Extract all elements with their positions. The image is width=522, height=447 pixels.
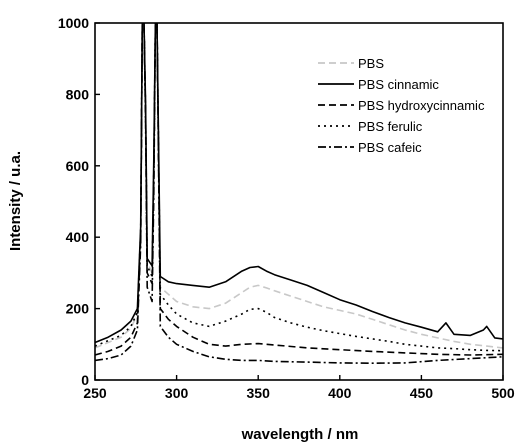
legend-label: PBS cafeic (358, 140, 422, 155)
series-layer (95, 23, 503, 365)
legend-label: PBS (358, 56, 384, 71)
x-tick-label: 400 (328, 385, 352, 401)
x-tick-label: 250 (83, 385, 107, 401)
series-line-3 (95, 23, 503, 356)
x-tick-label: 500 (491, 385, 515, 401)
y-axis-title: Intensity / u.a. (7, 151, 24, 251)
axis-ticks: 250 300 350 400 450 500 0 200 400 600 800 1000 (58, 15, 515, 401)
legend-label: PBS ferulic (358, 119, 423, 134)
y-tick-label: 600 (66, 158, 90, 174)
x-tick-label: 450 (410, 385, 434, 401)
series-line-1 (95, 23, 503, 349)
legend-label: PBS cinnamic (358, 77, 439, 92)
y-tick-label: 0 (81, 372, 89, 388)
plot-frame (94, 22, 504, 381)
y-tick-label: 200 (66, 301, 90, 317)
legend: PBS PBS cinnamic PBS hydroxycinnamic PBS fe… (318, 56, 485, 155)
y-tick-label: 400 (66, 229, 90, 245)
series-line-5 (95, 23, 503, 365)
series-line-4 (95, 23, 503, 352)
y-tick-label: 800 (66, 86, 90, 102)
series-line-2 (95, 23, 503, 344)
x-tick-label: 350 (247, 385, 271, 401)
y-tick-label: 1000 (58, 15, 89, 31)
x-tick-label: 300 (165, 385, 189, 401)
x-axis-title: wavelength / nm (241, 426, 359, 443)
legend-label: PBS hydroxycinnamic (358, 98, 485, 113)
